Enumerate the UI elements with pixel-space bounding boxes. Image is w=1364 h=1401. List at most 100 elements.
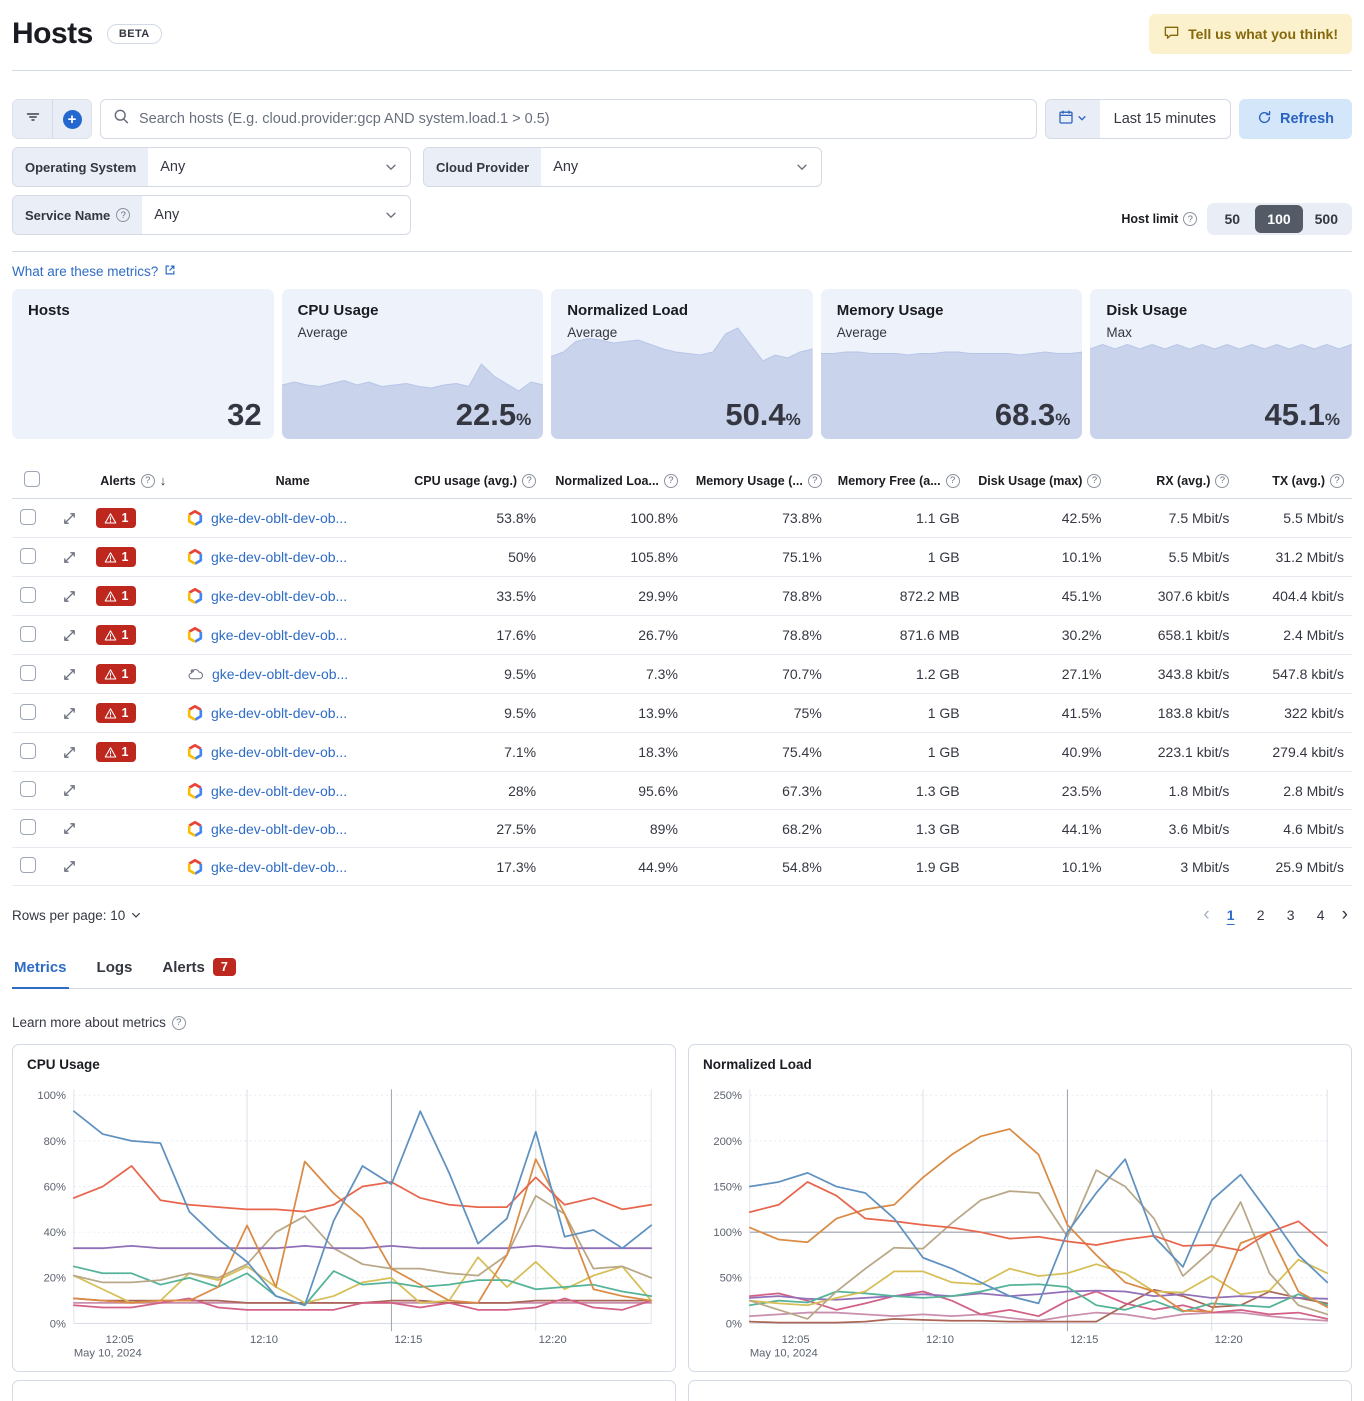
feedback-button[interactable]: Tell us what you think! bbox=[1149, 14, 1352, 54]
select-all-checkbox[interactable] bbox=[23, 471, 40, 487]
column-header-memory-free-a[interactable]: Memory Free (a...? bbox=[838, 473, 960, 488]
next-page-button[interactable]: › bbox=[1338, 904, 1352, 926]
host-name-link[interactable]: gke-dev-oblt-dev-ob... bbox=[211, 858, 348, 875]
add-filter-button[interactable]: + bbox=[52, 100, 91, 138]
alert-triangle-icon bbox=[104, 512, 116, 523]
kpi-tile-disk-usage[interactable]: Disk Usage Max 45.1% bbox=[1090, 289, 1352, 439]
rx-cell: 307.6 kbit/s bbox=[1109, 576, 1238, 616]
expand-row-button[interactable] bbox=[60, 548, 79, 567]
calendar-menu-button[interactable] bbox=[1045, 100, 1100, 138]
chart-card-normalized-load[interactable]: Normalized Load 0% 50% 100% 150% 200% 250% 12:0… bbox=[688, 1044, 1352, 1372]
host-name-link[interactable]: gke-dev-oblt-dev-ob... bbox=[211, 820, 348, 837]
cloud-provider-dropdown[interactable]: Cloud Provider Any bbox=[423, 147, 822, 187]
row-checkbox[interactable] bbox=[20, 508, 36, 525]
kpi-value: 22.5% bbox=[455, 397, 532, 432]
column-header-cpu-usage-avg[interactable]: CPU usage (avg.)? bbox=[414, 473, 537, 488]
expand-row-button[interactable] bbox=[60, 781, 79, 800]
expand-row-button[interactable] bbox=[60, 743, 79, 762]
what-are-these-metrics-link[interactable]: What are these metrics? bbox=[12, 264, 176, 279]
alerts-badge[interactable]: 1 bbox=[95, 586, 137, 606]
host-name-link[interactable]: gke-dev-oblt-dev-ob... bbox=[211, 705, 348, 721]
row-checkbox[interactable] bbox=[20, 857, 36, 873]
service-name-dropdown[interactable]: Service Name ? Any bbox=[12, 195, 411, 235]
row-checkbox[interactable] bbox=[20, 742, 36, 759]
page-button-2[interactable]: 2 bbox=[1248, 902, 1274, 928]
kpi-tile-normalized-load[interactable]: Normalized Load Average 50.4% bbox=[551, 289, 813, 439]
rx-cell: 5.5 Mbit/s bbox=[1109, 537, 1238, 577]
host-name-link[interactable]: gke-dev-oblt-dev-ob... bbox=[211, 782, 348, 799]
expand-row-button[interactable] bbox=[60, 819, 79, 838]
column-header-tx-avg[interactable]: TX (avg.)? bbox=[1272, 473, 1344, 488]
host-name-link[interactable]: gke-dev-oblt-dev-ob... bbox=[211, 510, 348, 526]
kpi-tile-memory-usage[interactable]: Memory Usage Average 68.3% bbox=[820, 289, 1083, 439]
calendar-icon bbox=[1058, 109, 1074, 130]
kpi-tile-hosts[interactable]: Hosts 32 bbox=[12, 289, 274, 439]
tab-metrics[interactable]: Metrics bbox=[12, 952, 69, 989]
page-button-3[interactable]: 3 bbox=[1278, 902, 1304, 928]
question-in-circle-icon: ? bbox=[116, 208, 131, 222]
host-name-link[interactable]: gke-dev-oblt-dev-ob... bbox=[211, 744, 348, 760]
series-line-mauve bbox=[748, 1311, 1329, 1322]
alerts-badge[interactable]: 1 bbox=[95, 547, 137, 567]
host-name-link[interactable]: gke-dev-oblt-dev-ob... bbox=[212, 666, 349, 682]
expand-row-button[interactable] bbox=[60, 665, 79, 684]
column-header-alerts[interactable]: Alerts? ↓ bbox=[100, 473, 166, 488]
filter-toggle-button[interactable] bbox=[13, 100, 52, 138]
previous-page-button[interactable]: ‹ bbox=[1199, 904, 1213, 926]
host-limit-option-500[interactable]: 500 bbox=[1303, 205, 1350, 233]
page-button-4[interactable]: 4 bbox=[1308, 902, 1334, 928]
kpi-tile-cpu-usage[interactable]: CPU Usage Average 22.5% bbox=[281, 289, 544, 439]
chevron-down-icon bbox=[384, 148, 410, 186]
memory-free-cell: 1.9 GB bbox=[829, 847, 968, 886]
expand-row-button[interactable] bbox=[60, 509, 79, 528]
page-button-1[interactable]: 1 bbox=[1218, 902, 1244, 928]
learn-more-row: Learn more about metrics ? bbox=[12, 1015, 1352, 1030]
column-header-disk-usage-max[interactable]: Disk Usage (max)? bbox=[978, 473, 1102, 488]
alerts-badge[interactable]: 1 bbox=[95, 508, 137, 528]
alerts-badge[interactable]: 1 bbox=[95, 625, 137, 645]
operating-system-dropdown[interactable]: Operating System Any bbox=[12, 147, 411, 187]
expand-row-button[interactable] bbox=[60, 587, 79, 606]
search-input[interactable] bbox=[139, 111, 1024, 127]
column-header-normalized-loa[interactable]: Normalized Loa...? bbox=[555, 473, 678, 488]
host-limit-control: Host limit ? 50 100 500 bbox=[1121, 203, 1352, 235]
row-checkbox[interactable] bbox=[20, 781, 36, 797]
rx-cell: 7.5 Mbit/s bbox=[1109, 498, 1238, 538]
time-range-button[interactable]: Last 15 minutes bbox=[1113, 111, 1216, 127]
row-checkbox[interactable] bbox=[20, 664, 36, 681]
row-checkbox[interactable] bbox=[20, 819, 36, 835]
memory-free-cell: 1.1 GB bbox=[829, 498, 968, 538]
expand-row-button[interactable] bbox=[60, 857, 79, 876]
column-header-memory-usage[interactable]: Memory Usage (...? bbox=[696, 473, 822, 488]
column-header-rx-avg[interactable]: RX (avg.)? bbox=[1156, 473, 1230, 488]
expand-row-button[interactable] bbox=[60, 626, 79, 645]
alerts-badge[interactable]: 1 bbox=[95, 742, 137, 762]
chart-card-cpu-usage[interactable]: CPU Usage 0% 20% 40% 60% 80% 100% 12:05 May 10, … bbox=[12, 1044, 676, 1372]
host-name-link[interactable]: gke-dev-oblt-dev-ob... bbox=[211, 588, 348, 604]
row-checkbox[interactable] bbox=[20, 547, 36, 564]
host-name-link[interactable]: gke-dev-oblt-dev-ob... bbox=[211, 549, 348, 565]
plus-circle-icon: + bbox=[62, 109, 82, 129]
host-name-link[interactable]: gke-dev-oblt-dev-ob... bbox=[211, 627, 348, 643]
host-limit-option-100[interactable]: 100 bbox=[1255, 205, 1303, 233]
tab-alerts[interactable]: Alerts 7 bbox=[160, 952, 237, 989]
search-bar[interactable] bbox=[100, 99, 1037, 139]
rx-cell: 3 Mbit/s bbox=[1109, 847, 1238, 886]
host-limit-option-50[interactable]: 50 bbox=[1209, 205, 1255, 233]
tx-cell: 322 kbit/s bbox=[1237, 693, 1352, 733]
expand-row-button[interactable] bbox=[60, 704, 79, 723]
alerts-badge[interactable]: 1 bbox=[95, 703, 137, 723]
expand-icon bbox=[63, 551, 75, 563]
column-header-name[interactable]: Name bbox=[276, 474, 310, 488]
tab-logs[interactable]: Logs bbox=[95, 952, 135, 989]
row-checkbox[interactable] bbox=[20, 703, 36, 720]
alerts-badge[interactable]: 1 bbox=[95, 664, 137, 684]
alert-count: 1 bbox=[121, 745, 129, 759]
rows-per-page-button[interactable]: Rows per page: 10 bbox=[12, 908, 142, 923]
row-checkbox[interactable] bbox=[20, 625, 36, 642]
refresh-button[interactable]: Refresh bbox=[1239, 99, 1352, 139]
row-checkbox[interactable] bbox=[20, 586, 36, 603]
series-line-blue bbox=[748, 1158, 1329, 1305]
question-in-circle-icon: ? bbox=[1215, 473, 1230, 488]
host-limit-label-text: Host limit bbox=[1121, 212, 1179, 226]
